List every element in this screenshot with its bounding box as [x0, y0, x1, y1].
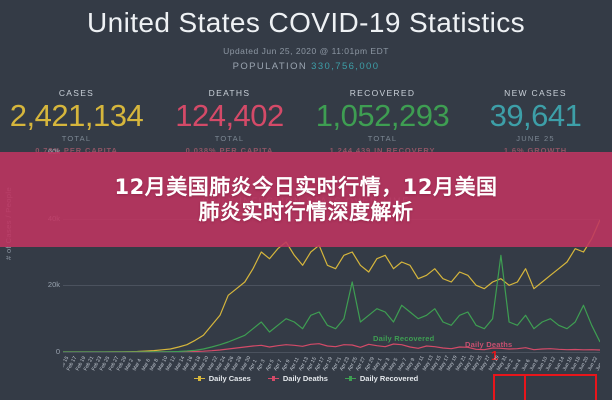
- population-line: POPULATION 330,756,000: [0, 61, 612, 72]
- annotation-daily-recovered: Daily Recovered: [373, 334, 435, 343]
- stat-card-recovered: RECOVERED 1,052,293 TOTAL 1,244,439 IN R…: [306, 88, 459, 155]
- y-tick-label: 20k: [47, 280, 60, 290]
- stat-label: DEATHS: [208, 88, 251, 98]
- chart-series-svg: [63, 219, 600, 352]
- annotation-daily-deaths: Daily Deaths: [465, 340, 513, 349]
- updated-timestamp: Updated Jun 25, 2020 @ 11:01pm EDT: [223, 46, 389, 56]
- legend-item-daily-cases[interactable]: Daily Cases: [193, 374, 251, 383]
- y-tick-label: 60k: [40, 147, 60, 156]
- population-label: POPULATION: [232, 61, 308, 72]
- chart-legend: Daily Cases Daily Deaths Daily Recovered: [0, 374, 612, 383]
- stat-subnote: 0.73% PER CAPITA: [35, 146, 118, 156]
- legend-item-daily-recovered[interactable]: Daily Recovered: [344, 374, 419, 383]
- series-line-daily-recovered: [63, 254, 600, 352]
- legend-swatch-deaths: [267, 376, 279, 380]
- legend-swatch-recovered: [344, 376, 356, 380]
- legend-label: Daily Recovered: [359, 374, 419, 383]
- legend-item-daily-deaths[interactable]: Daily Deaths: [267, 374, 328, 383]
- chart-plot-area: [63, 152, 600, 352]
- banner-line-1: 12月美国肺炎今日实时行情，12月美国: [114, 174, 498, 199]
- stat-subnote: 0.038% PER CAPITA: [185, 146, 274, 156]
- series-line-daily-cases: [63, 219, 600, 352]
- stat-label: RECOVERED: [349, 88, 416, 98]
- stat-subnote: 1,244,439 IN RECOVERY: [329, 146, 436, 156]
- stat-value: 2,421,134: [9, 98, 144, 133]
- stat-card-deaths: DEATHS 124,402 TOTAL 0.038% PER CAPITA: [153, 88, 306, 155]
- stat-label: NEW CASES: [504, 88, 567, 98]
- highlight-rectangle: [493, 374, 597, 400]
- y-tick-label: 0: [55, 347, 60, 356]
- stat-sublabel: TOTAL: [61, 134, 92, 144]
- gridline: [63, 352, 600, 353]
- stat-sublabel: TOTAL: [214, 134, 245, 144]
- banner-line-2: 肺炎实时行情深度解析: [198, 199, 414, 224]
- stat-card-new-cases: NEW CASES 39,641 JUNE 25 1.6% GROWTH: [459, 88, 612, 155]
- title-overlay-banner: 12月美国肺炎今日实时行情，12月美国 肺炎实时行情深度解析: [0, 152, 612, 247]
- stat-label: CASES: [58, 88, 95, 98]
- legend-label: Daily Cases: [208, 374, 251, 383]
- legend-swatch-cases: [193, 376, 205, 380]
- stat-sublabel: TOTAL: [367, 134, 398, 144]
- stat-value: 1,052,293: [315, 98, 450, 133]
- population-value: 330,756,000: [311, 61, 380, 72]
- stat-value: 39,641: [489, 98, 582, 133]
- stat-card-cases: CASES 2,421,134 TOTAL 0.73% PER CAPITA: [0, 88, 153, 155]
- series-line-daily-deaths: [63, 343, 600, 352]
- dashboard-header: United States COVID-19 Statistics Update…: [0, 0, 612, 152]
- stat-subnote: 1.6% GROWTH: [503, 146, 568, 156]
- page-title: United States COVID-19 Statistics: [86, 7, 526, 38]
- legend-label: Daily Deaths: [282, 374, 328, 383]
- stats-row: CASES 2,421,134 TOTAL 0.73% PER CAPITA D…: [0, 88, 612, 155]
- highlight-marker: 1: [491, 348, 499, 363]
- gridline: [63, 285, 600, 287]
- chart-x-labels: Feb 15 Feb 17 Feb 19 Feb 21 Feb 23 Feb 25 Feb …: [63, 348, 600, 374]
- stat-sublabel: JUNE 25: [516, 134, 555, 144]
- highlight-vertical-line: [524, 374, 526, 400]
- stat-value: 124,402: [175, 98, 284, 133]
